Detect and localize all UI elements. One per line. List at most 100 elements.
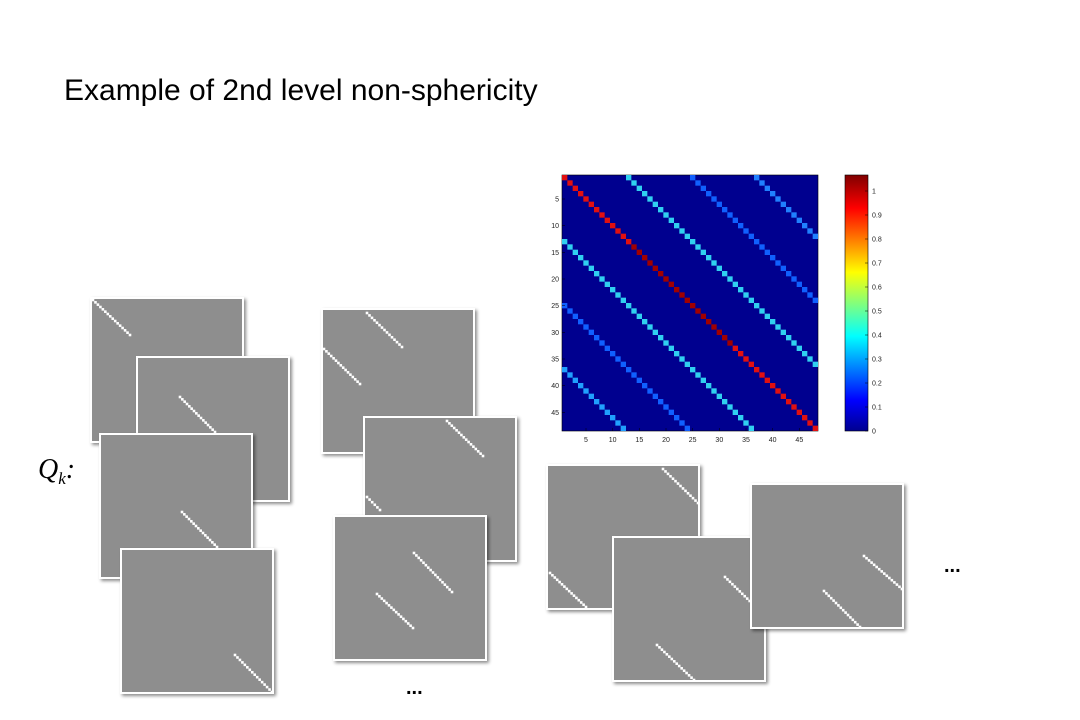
matrix-cell <box>562 367 568 373</box>
colorbar-tick-label: 0.4 <box>872 333 882 340</box>
matrix-cell <box>679 292 685 298</box>
matrix-cell <box>695 308 701 314</box>
panel-dot <box>378 594 381 598</box>
panel-dot <box>197 414 200 417</box>
panel-dot <box>740 592 744 596</box>
matrix-cell <box>743 228 749 234</box>
panel-dot <box>108 315 112 318</box>
matrix-cell <box>578 191 584 197</box>
panel-dot <box>183 513 186 516</box>
matrix-cell <box>802 415 808 421</box>
matrix-cell <box>732 217 738 223</box>
matrix-cell <box>754 239 760 245</box>
panel-dot <box>726 578 729 581</box>
colorbar-tick-label: 1 <box>872 189 876 196</box>
panel <box>120 548 274 694</box>
panel-dot <box>452 426 456 430</box>
matrix-cell <box>642 383 648 389</box>
matrix-cell <box>770 319 776 325</box>
matrix-cell <box>588 393 594 399</box>
matrix-cell <box>631 372 637 378</box>
panel-dot <box>395 340 399 344</box>
panel-dot <box>346 371 350 374</box>
colorbar-tick-label: 0.5 <box>872 309 882 316</box>
matrix-cell <box>610 287 616 293</box>
y-tick-label: 20 <box>551 277 559 284</box>
panel-dot <box>822 589 826 593</box>
matrix-cell <box>626 303 632 309</box>
panel-dot <box>376 506 379 509</box>
panel-dot <box>570 592 573 595</box>
panel-dot <box>190 407 193 410</box>
panel <box>750 483 904 629</box>
matrix-cell <box>599 212 605 218</box>
panel-dot <box>358 382 362 386</box>
panel-dot <box>575 596 578 600</box>
matrix-cell <box>610 223 616 229</box>
panel-dot <box>867 559 871 562</box>
panel-dot <box>687 674 691 677</box>
panel-dot <box>733 585 737 588</box>
matrix-cell <box>647 260 653 266</box>
matrix-cell <box>642 191 648 197</box>
panel-dot <box>390 606 393 609</box>
matrix-cell <box>802 223 808 229</box>
panel-dot <box>422 561 425 565</box>
panel-dot <box>696 501 700 505</box>
matrix-cell <box>796 217 802 223</box>
panel-dot <box>448 588 451 591</box>
colorbar-tick-label: 0.6 <box>872 285 882 292</box>
matrix-cell <box>578 319 584 325</box>
panel-dot <box>467 440 470 444</box>
matrix-cell <box>748 361 754 367</box>
panel-dot <box>128 333 132 337</box>
panel <box>333 515 487 661</box>
matrix-cell <box>706 383 712 389</box>
matrix-cell <box>684 425 690 431</box>
panel-dot <box>339 364 343 367</box>
matrix-cell <box>775 196 781 202</box>
panel-dot <box>398 343 401 346</box>
matrix-cell <box>732 409 738 415</box>
matrix-cell <box>700 377 706 383</box>
matrix-cell <box>711 196 717 202</box>
matrix-cell <box>674 223 680 229</box>
panel-bg <box>120 548 274 694</box>
panel-dot <box>183 400 186 403</box>
x-tick-label: 35 <box>742 437 750 444</box>
matrix-cell <box>626 175 632 181</box>
matrix-cell <box>764 249 770 255</box>
matrix-cell <box>754 303 760 309</box>
matrix-cell <box>604 217 610 223</box>
x-tick-label: 10 <box>609 437 617 444</box>
panel-dot <box>201 531 205 535</box>
panel-dot <box>691 496 695 500</box>
matrix-cell <box>780 265 786 271</box>
matrix-cell <box>658 335 664 341</box>
matrix-cell <box>812 361 818 367</box>
matrix-cell <box>658 399 664 405</box>
matrix-cell <box>572 249 578 255</box>
panel-dot <box>351 375 355 379</box>
matrix-cell <box>684 233 690 239</box>
matrix-cell <box>567 244 573 250</box>
panel-dot <box>388 333 391 337</box>
panel <box>612 536 766 682</box>
panel-dot <box>441 580 444 584</box>
matrix-cell <box>764 377 770 383</box>
panel-dot <box>870 561 873 564</box>
panel-dot <box>880 570 884 573</box>
matrix-cell <box>743 356 749 362</box>
panel-dot <box>215 545 219 549</box>
panel-dot <box>91 298 95 302</box>
x-tick-label: 40 <box>769 437 777 444</box>
matrix-cell <box>695 180 701 186</box>
panel-dot <box>213 430 217 434</box>
matrix-cell <box>727 404 733 410</box>
panel-dot <box>655 643 659 647</box>
matrix-cell <box>674 415 680 421</box>
panel-dot <box>365 495 369 499</box>
panel-dot <box>661 467 665 471</box>
panel-dot <box>370 500 374 504</box>
matrix-cell <box>599 340 605 346</box>
